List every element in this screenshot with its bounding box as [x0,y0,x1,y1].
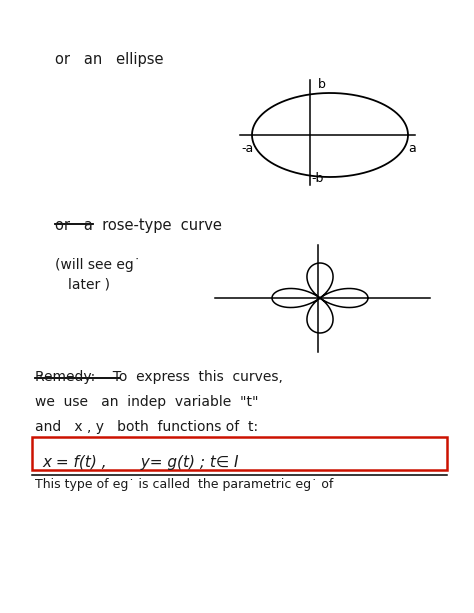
Bar [32,437,447,470]
Text: we  use   an  indep  variable  "t": we use an indep variable "t" [35,395,258,409]
Text: or   an   ellipse: or an ellipse [55,52,164,67]
Text: This type of eg˙ is called  the parametric eg˙ of: This type of eg˙ is called the parametri… [35,478,333,491]
Text: and   x , y   both  functions of  t:: and x , y both functions of t: [35,420,258,434]
Text: or   a  rose-type  curve: or a rose-type curve [55,218,222,233]
Text: -a: -a [242,142,254,154]
Text: Remedy:    To  express  this  curves,: Remedy: To express this curves, [35,370,283,384]
Text: a: a [408,142,416,154]
Text: -b: -b [312,172,324,185]
Text: b: b [318,77,326,91]
Text: x = f(t) ,       y= g(t) ; t∈ I: x = f(t) , y= g(t) ; t∈ I [42,455,238,470]
Text: later ): later ) [68,278,110,292]
Text: (will see eg˙: (will see eg˙ [55,258,141,272]
